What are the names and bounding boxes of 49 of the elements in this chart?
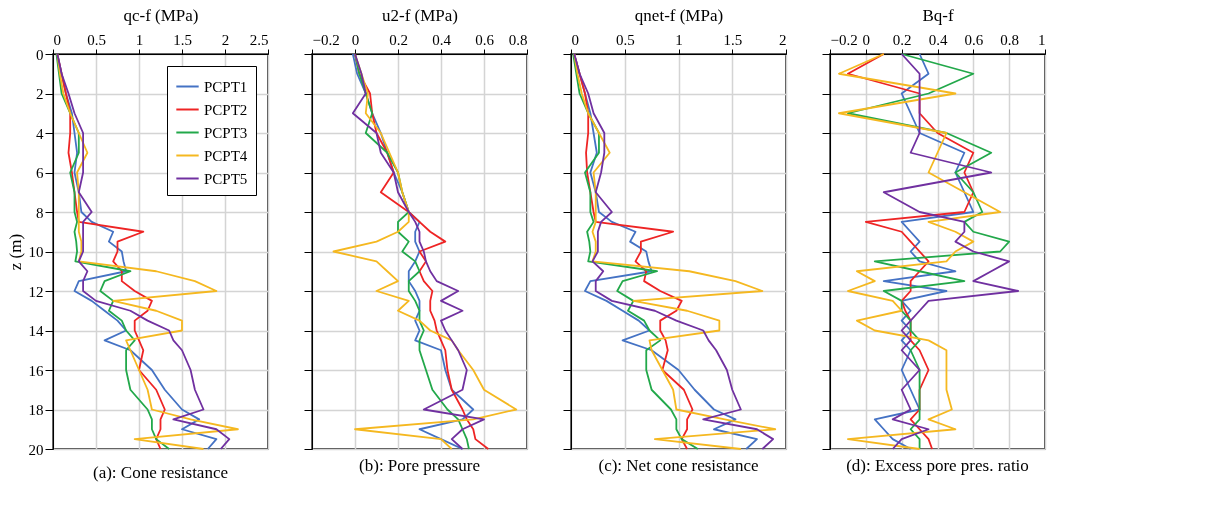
x-tick-label: 1	[135, 31, 144, 48]
x-tick-label: 0.6	[964, 31, 984, 48]
x-tick-label: 0	[351, 31, 360, 48]
y-tick-label: 4	[36, 125, 44, 142]
x-tick-label: 2	[221, 31, 230, 48]
x-tick-label: 1	[675, 31, 683, 48]
y-tick-label: 12	[28, 283, 44, 300]
legend-label: PCPT2	[204, 101, 248, 118]
x-tick-label: 1	[1038, 31, 1046, 48]
x-tick-label: 0	[53, 31, 61, 48]
x-tick-label: 2	[779, 31, 787, 48]
x-axis-title: u2-f (MPa)	[381, 5, 459, 25]
x-tick-label: 0.4	[928, 31, 948, 48]
x-tick-label: 2.5	[249, 31, 269, 48]
x-tick-label: −0.2	[830, 31, 858, 48]
y-axis-title: z (m)	[5, 233, 25, 271]
text: (d): Excess pore pres. ratio	[846, 455, 1029, 475]
x-tick-label: 1.5	[173, 31, 192, 48]
x-tick-label: 1.5	[723, 31, 743, 48]
x-tick-label: 0.8	[1000, 31, 1020, 48]
x-tick-label: −0.2	[312, 31, 340, 48]
y-tick-label: 6	[36, 165, 44, 181]
legend-label: PCPT5	[204, 170, 248, 187]
x-tick-label: 0.5	[615, 31, 635, 48]
x-tick-label: 0	[571, 31, 579, 48]
x-tick-label: 0.4	[432, 31, 452, 48]
x-tick-label: 0.2	[892, 31, 912, 48]
text: (a): Cone resistance	[93, 463, 228, 482]
x-axis-title: qnet-f (MPa)	[634, 5, 724, 25]
x-tick-label: 0.8	[508, 31, 528, 48]
y-tick-label: 18	[28, 402, 44, 418]
x-tick-label: 0.6	[475, 31, 495, 48]
x-axis-title: Bq-f	[922, 5, 954, 25]
x-tick-label: 0.2	[389, 31, 408, 48]
x-tick-label: 0.5	[87, 31, 106, 48]
x-axis-title: qc-f (MPa)	[123, 5, 199, 25]
legend-label: PCPT3	[204, 124, 248, 141]
y-tick-label: 20	[28, 441, 44, 458]
y-tick-label: 0	[36, 46, 44, 63]
y-tick-label: 8	[36, 204, 44, 221]
x-tick-label: 0	[862, 31, 871, 48]
y-tick-label: 10	[28, 244, 44, 260]
y-tick-label: 2	[36, 86, 44, 102]
text: (b): Pore pressure	[359, 455, 480, 475]
legend-label: PCPT1	[204, 78, 248, 95]
text: (c): Net cone resistance	[598, 455, 759, 475]
y-tick-label: 14	[28, 323, 44, 339]
y-tick-label: 16	[28, 362, 44, 379]
legend-label: PCPT4	[204, 147, 248, 164]
